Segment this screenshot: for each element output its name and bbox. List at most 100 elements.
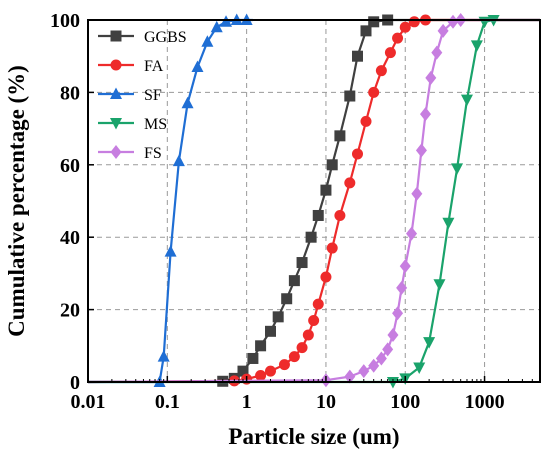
data-point-ggbs (305, 231, 317, 243)
data-point-ms (413, 362, 426, 375)
data-point-fa (351, 148, 363, 160)
data-point-fa (288, 351, 300, 363)
data-point-sf (220, 15, 233, 27)
data-point-fs (358, 364, 370, 379)
legend-marker-ggbs (110, 30, 122, 42)
x-tick-label: 0.01 (71, 391, 106, 413)
data-point-ms (442, 217, 455, 230)
legend-item-sf: SF (98, 87, 162, 104)
data-point-fa (384, 47, 396, 59)
data-point-fs (368, 358, 380, 373)
data-point-ggbs (247, 352, 259, 364)
data-point-fa (408, 16, 420, 28)
data-point-ggbs (344, 90, 356, 102)
y-tick-label: 80 (60, 82, 80, 104)
legend-label-sf: SF (144, 87, 162, 104)
data-point-ggbs (288, 275, 300, 287)
data-point-fs (437, 23, 449, 38)
data-point-fs (387, 327, 399, 342)
x-tick-label: 0.1 (155, 391, 180, 413)
data-point-fa (312, 298, 324, 310)
x-tick-label: 100 (390, 391, 420, 413)
data-point-ms (460, 94, 473, 107)
data-point-fa (368, 86, 380, 98)
data-point-sf (157, 350, 170, 362)
data-point-fs (419, 107, 431, 122)
data-point-fa (360, 115, 372, 127)
x-tick-label: 1000 (465, 391, 505, 413)
data-point-sf (181, 96, 194, 109)
data-point-fa (278, 359, 290, 371)
data-point-fs (399, 259, 411, 274)
x-axis-title: Particle size (um) (228, 424, 399, 449)
series-line-sf (88, 18, 253, 384)
data-point-fa (308, 314, 320, 326)
data-point-fs (344, 369, 356, 384)
data-point-fa (296, 342, 308, 354)
data-point-sf (164, 245, 177, 257)
data-point-fa (375, 65, 387, 77)
legend: GGBS FA SF MS FS (98, 29, 187, 162)
data-point-fs (411, 186, 423, 201)
series-line-ggbs (87, 18, 540, 384)
x-tick-label: 1 (242, 391, 252, 413)
data-point-ggbs (326, 159, 338, 171)
legend-marker-ms (110, 118, 122, 130)
legend-label-ms: MS (144, 116, 167, 133)
data-point-fa (302, 329, 314, 341)
legend-marker-fs (110, 145, 122, 159)
data-point-fa (265, 365, 277, 377)
y-tick-label: 100 (50, 10, 80, 32)
data-point-ggbs (351, 50, 363, 62)
y-tick-label: 40 (60, 227, 80, 249)
data-point-fs (415, 143, 427, 158)
data-point-fs (406, 226, 418, 241)
legend-label-fa: FA (144, 58, 164, 75)
data-point-ggbs (237, 365, 249, 377)
data-point-fs (382, 342, 394, 357)
data-point-sf (210, 20, 223, 33)
data-point-fs (447, 14, 459, 29)
data-point-fs (425, 70, 437, 85)
legend-marker-fa (110, 59, 122, 71)
data-point-ggbs (281, 293, 293, 305)
data-point-fs (392, 306, 404, 321)
data-point-fs (375, 351, 387, 366)
data-point-fs (396, 280, 408, 295)
data-point-ms (470, 40, 483, 52)
legend-label-fs: FS (144, 145, 162, 162)
data-point-ggbs (255, 340, 267, 352)
data-point-fa (392, 32, 404, 44)
y-tick-label: 0 (70, 372, 80, 394)
data-point-fa (334, 209, 346, 221)
data-point-sf (172, 154, 185, 167)
legend-label-ggbs: GGBS (144, 29, 187, 46)
data-point-ggbs (368, 16, 380, 28)
legend-marker-sf (110, 87, 122, 99)
data-point-ggbs (296, 257, 308, 269)
x-tick-label: 10 (316, 391, 336, 413)
data-point-ggbs (265, 325, 277, 337)
legend-item-ggbs: GGBS (98, 29, 187, 46)
axis-ticks: 0.01 0.1 1 10 100 1000 0 20 40 60 80 100 (50, 10, 541, 413)
y-tick-label: 60 (60, 155, 80, 177)
data-point-fa (344, 177, 356, 189)
legend-item-fa: FA (98, 58, 164, 75)
data-point-sf (201, 35, 214, 47)
data-point-ms (451, 163, 464, 175)
data-point-ms (433, 279, 446, 291)
data-point-ggbs (312, 209, 324, 221)
data-point-fa (399, 21, 411, 33)
y-axis-title: Cumulative percentage (%) (4, 65, 29, 337)
data-point-ms (478, 16, 491, 29)
legend-item-ms: MS (98, 116, 167, 133)
y-tick-label: 20 (60, 300, 80, 322)
data-point-ggbs (272, 311, 284, 323)
data-point-ggbs (334, 130, 346, 142)
data-point-fa (320, 271, 332, 283)
series-fs (87, 13, 540, 388)
data-point-ggbs (320, 184, 332, 196)
data-point-ggbs (360, 25, 372, 37)
data-point-fs (431, 45, 443, 60)
